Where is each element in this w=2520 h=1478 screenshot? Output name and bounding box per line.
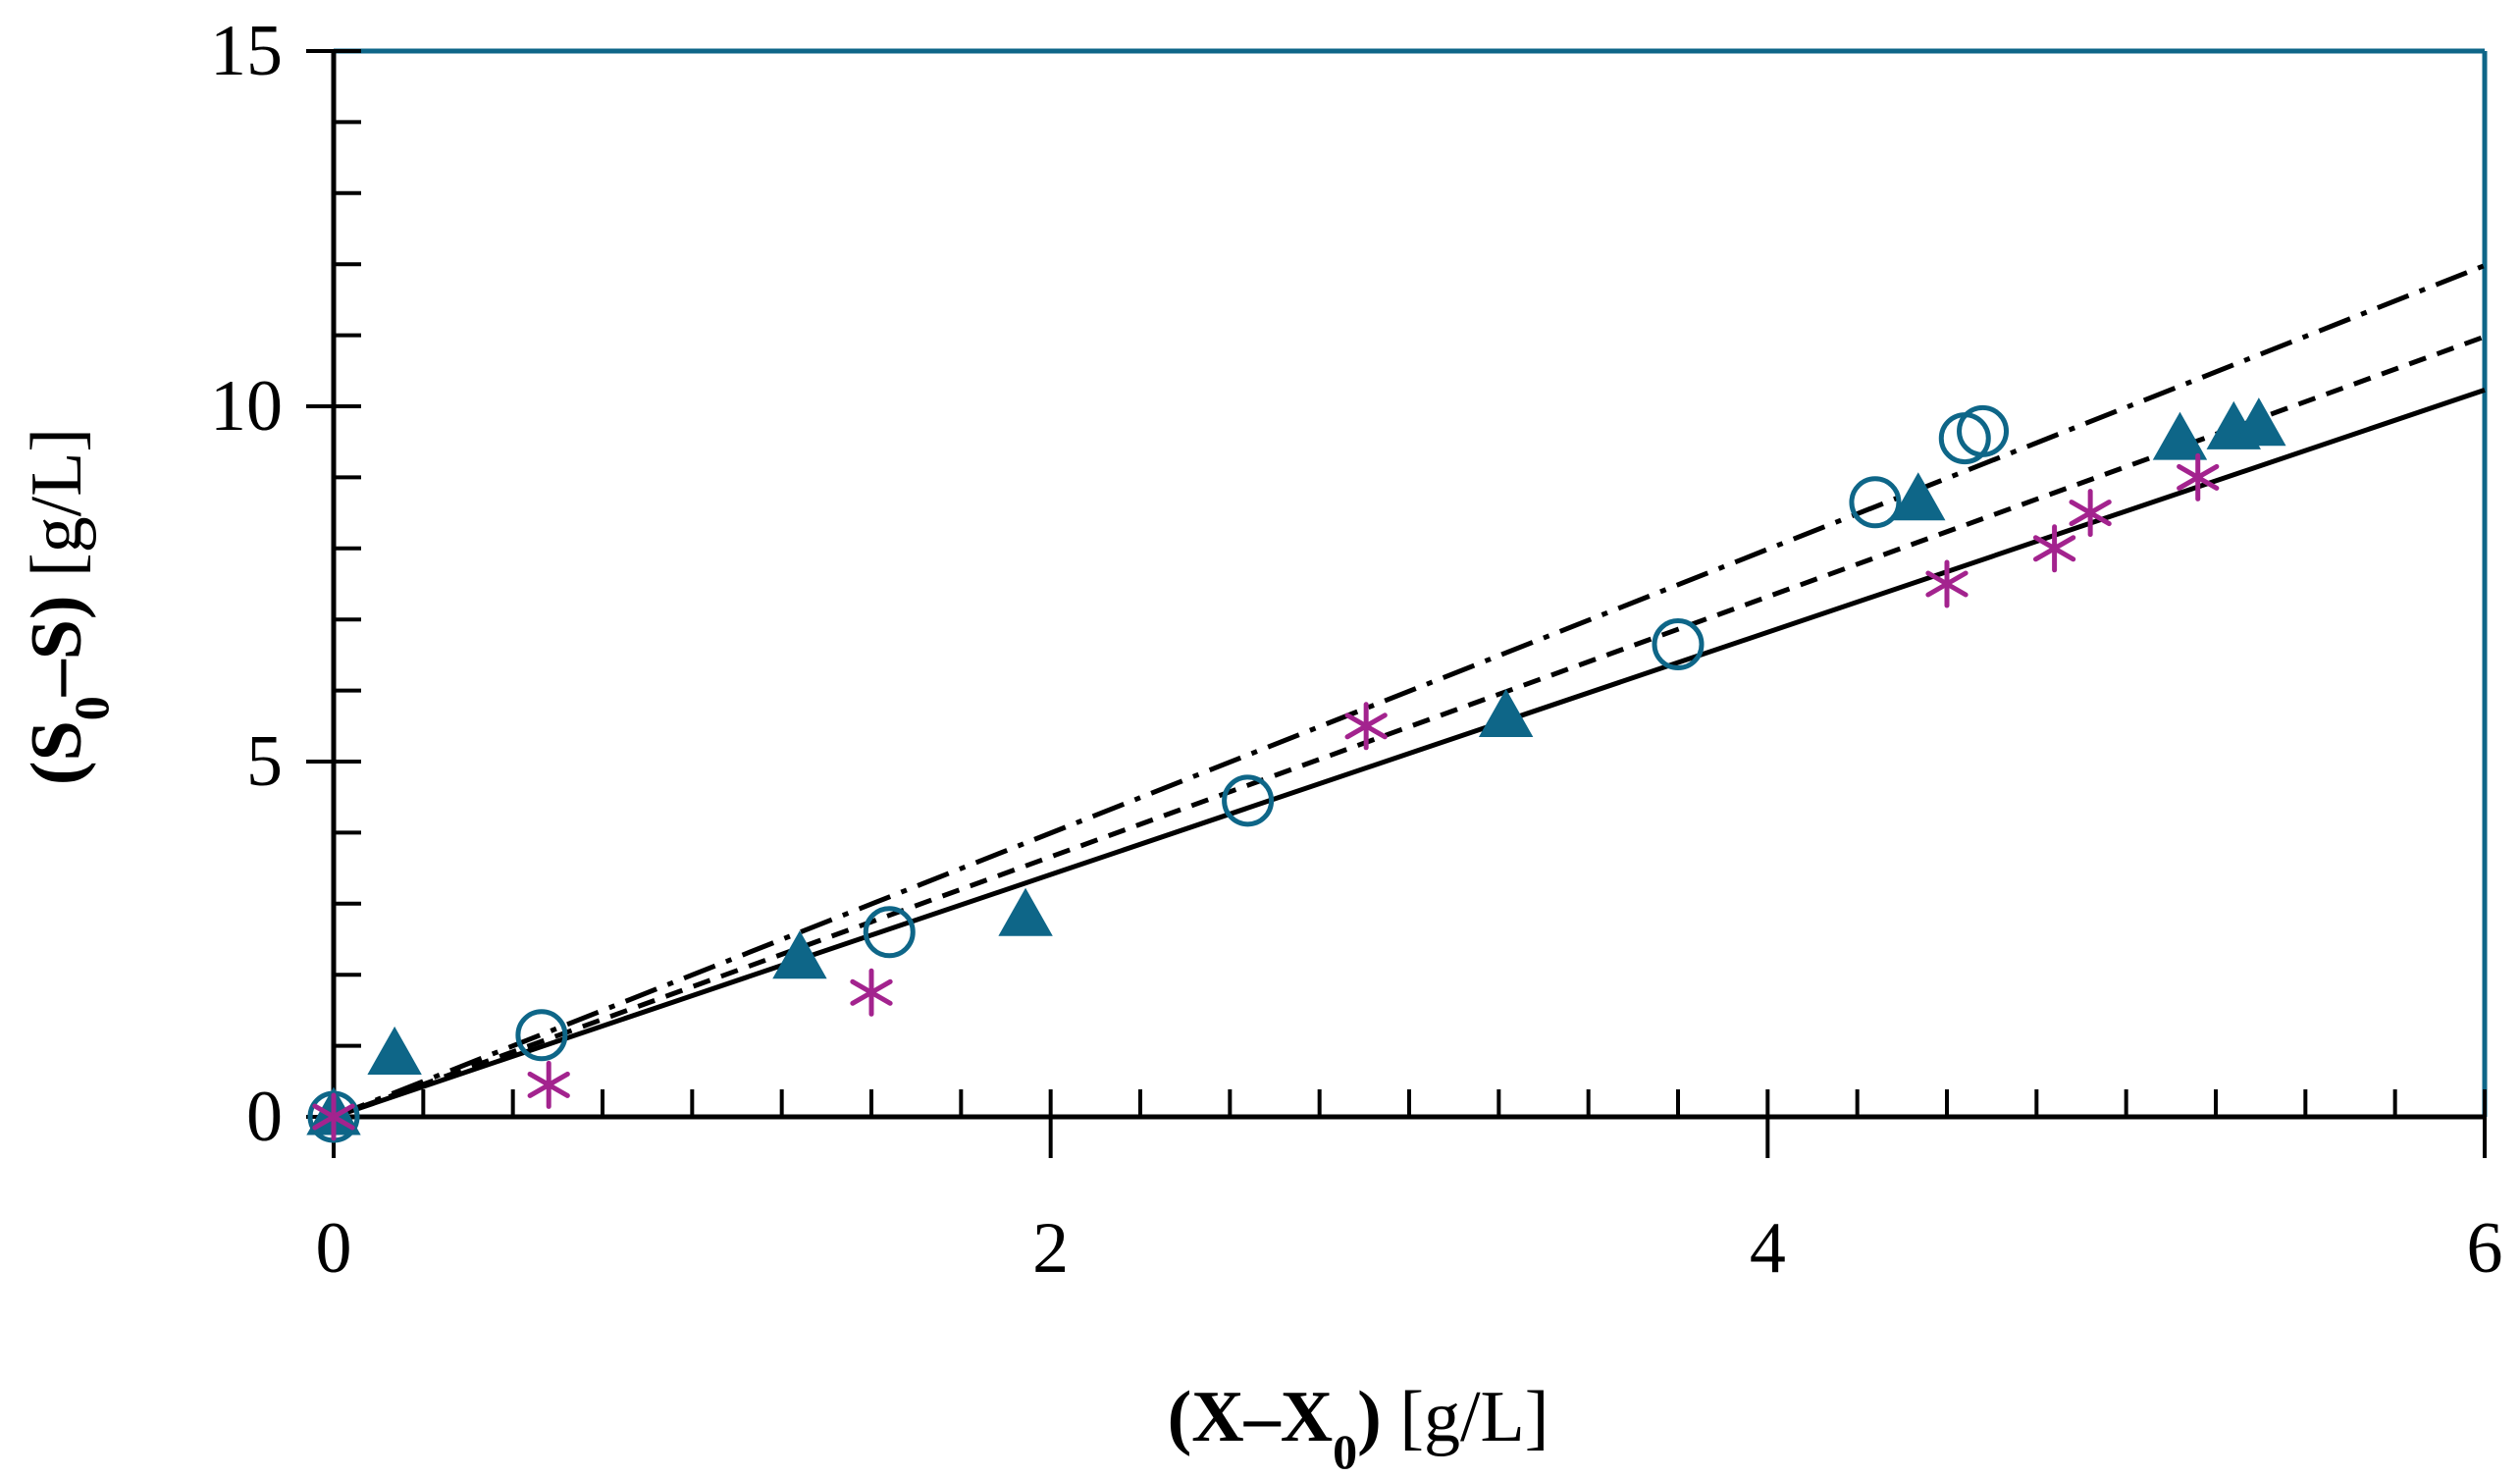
circle-marker	[1652, 618, 1705, 671]
plot-frame	[334, 48, 2488, 1117]
triangle-marker	[2231, 397, 2286, 447]
asterisk-marker	[2177, 452, 2220, 501]
asterisk-marker	[2069, 489, 2112, 538]
asterisk-stroke	[2032, 535, 2076, 562]
x-tick-label: 6	[2467, 1208, 2503, 1289]
y-tick-label: 0	[246, 1077, 283, 1157]
asterisk-stroke	[850, 978, 893, 1006]
asterisk-stroke	[527, 1071, 570, 1098]
fit-lines	[333, 263, 2486, 1120]
x-tick-label: 4	[1750, 1208, 1786, 1289]
fit-line-solid	[333, 387, 2486, 1120]
data-markers	[306, 397, 2286, 1143]
x-tick-label: 2	[1032, 1208, 1069, 1289]
circle-marker	[863, 906, 916, 959]
triangle-marker	[1891, 472, 1946, 521]
y-axis-title: (S0–S) [g/L]	[17, 428, 119, 785]
asterisk-stroke	[1344, 713, 1388, 740]
asterisk-marker	[1344, 702, 1388, 751]
circle-marker	[1957, 404, 2010, 457]
asterisk-marker	[2032, 524, 2076, 573]
x-axis-title: (X–X0) [g/L]	[1168, 1377, 1549, 1478]
triangle-marker	[998, 887, 1053, 936]
axes	[306, 49, 2487, 1158]
circle-marker	[1849, 476, 1902, 529]
asterisk-stroke	[2069, 500, 2112, 527]
circle-marker	[515, 1009, 568, 1062]
triangle-marker	[772, 930, 827, 979]
asterisk-marker	[1925, 559, 1969, 608]
tick-labels: 0 5 10 15 0 2 4 6	[210, 11, 2503, 1289]
asterisk-stroke	[312, 1103, 355, 1131]
triangle-marker	[2152, 411, 2208, 460]
asterisk-stroke	[1925, 570, 1969, 598]
fit-line-dashdot	[333, 263, 2486, 1120]
asterisk-marker	[527, 1060, 570, 1109]
asterisk-marker	[850, 968, 893, 1017]
triangle-marker	[1478, 689, 1534, 738]
y-tick-label: 15	[210, 11, 283, 91]
asterisk-marker	[312, 1092, 355, 1141]
circle-marker	[1222, 774, 1275, 827]
y-tick-label: 5	[246, 721, 283, 802]
triangle-marker	[367, 1026, 422, 1075]
asterisk-stroke	[2177, 463, 2220, 491]
y-tick-label: 10	[210, 366, 283, 447]
x-tick-label: 0	[316, 1208, 352, 1289]
